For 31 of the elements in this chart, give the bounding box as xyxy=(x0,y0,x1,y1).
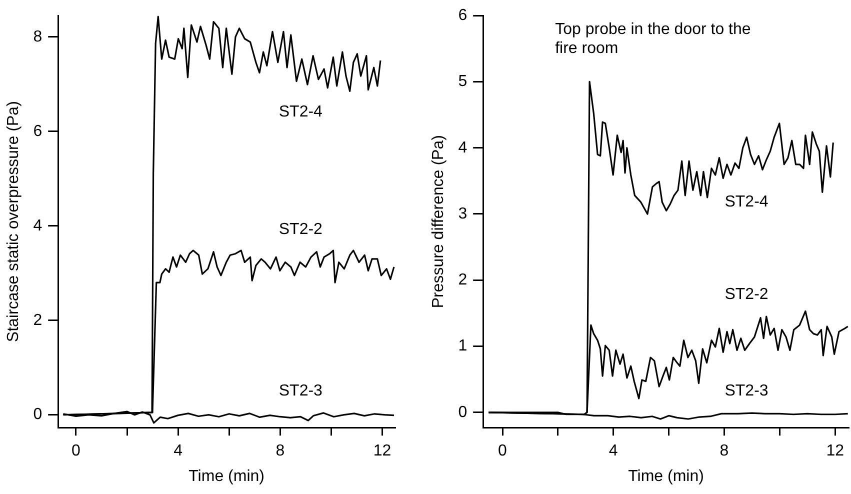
series-label: ST2-2 xyxy=(724,286,768,303)
annotation: Top probe in the door to the fire room xyxy=(555,21,751,58)
x-axis-title: Time (min) xyxy=(628,468,704,485)
y-tick-label: 5 xyxy=(458,73,468,90)
x-axis-title: Time (min) xyxy=(188,468,264,485)
x-tick-label: 4 xyxy=(174,442,183,460)
x-tick-label: 8 xyxy=(276,442,285,460)
series-label: ST2-2 xyxy=(278,221,323,238)
x-tick-label: 12 xyxy=(826,442,844,460)
y-axis-title: Pressure difference (Pa) xyxy=(430,135,448,308)
y-tick-label: 0 xyxy=(33,406,42,424)
y-tick-label: 0 xyxy=(458,404,468,421)
y-tick-label: 3 xyxy=(458,205,468,222)
x-tick-label: 0 xyxy=(498,442,508,460)
x-tick-label: 8 xyxy=(720,442,729,460)
y-tick-label: 2 xyxy=(458,272,468,289)
series-label: ST2-4 xyxy=(278,103,323,120)
y-tick-label: 4 xyxy=(33,217,42,234)
y-tick-label: 1 xyxy=(458,338,468,355)
x-tick-label: 0 xyxy=(72,442,81,460)
x-tick-label: 4 xyxy=(608,442,618,460)
series-label: ST2-3 xyxy=(278,382,323,400)
x-tick-label: 12 xyxy=(373,442,392,460)
y-tick-label: 6 xyxy=(33,122,42,140)
series-label: ST2-4 xyxy=(724,194,768,211)
y-axis-title: Staircase static overpressure (Pa) xyxy=(5,101,22,342)
y-tick-label: 6 xyxy=(458,7,468,24)
y-tick-label: 2 xyxy=(33,312,42,329)
series-label: ST2-3 xyxy=(724,382,768,400)
y-tick-label: 4 xyxy=(458,139,468,156)
y-tick-label: 8 xyxy=(33,28,42,46)
